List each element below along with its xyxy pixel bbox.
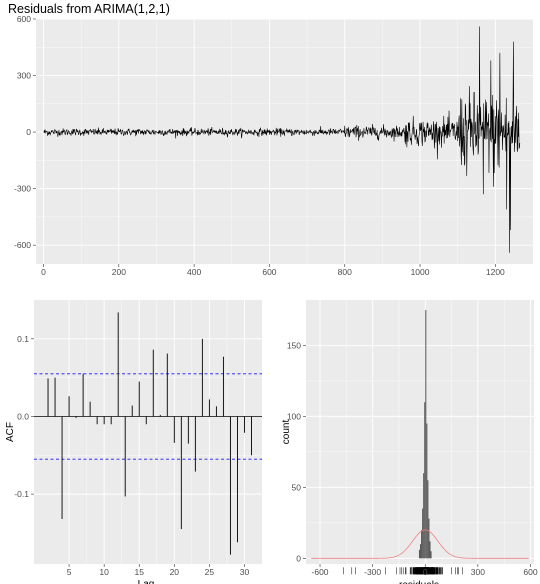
r-y-tick-label: 600 xyxy=(17,14,31,24)
histogram-y-ticks: 0 50 100 150 xyxy=(287,340,306,563)
acf-chart: 5 10 15 20 25 30 -0.1 0.0 0.1 Lag ACF xyxy=(5,300,262,584)
residuals-grid xyxy=(36,18,533,264)
acf-x-ticks: 5 10 15 20 25 30 xyxy=(67,564,250,577)
h-x-tick-label: 0 xyxy=(423,567,428,577)
a-x-tick-label: 20 xyxy=(170,567,180,577)
acf-y-ticks: -0.1 0.0 0.1 xyxy=(14,334,34,499)
residuals-title: Residuals from ARIMA(1,2,1) xyxy=(8,2,170,16)
h-x-tick-label: 300 xyxy=(471,567,485,577)
h-x-tick-label: -600 xyxy=(312,567,329,577)
histogram-x-label: residuals xyxy=(399,580,439,584)
histogram-bar xyxy=(423,473,425,559)
acf-bars xyxy=(47,312,252,555)
residuals-y-ticks: -600 -300 0 300 600 xyxy=(14,14,36,250)
histogram-chart: -600 -300 0 300 600 0 50 100 150 residuals coun… xyxy=(281,300,538,584)
residuals-series-line xyxy=(43,26,521,253)
r-y-tick-label: -300 xyxy=(14,184,31,194)
histogram-bar xyxy=(424,402,426,559)
histogram-bar xyxy=(430,551,432,559)
histogram-x-ticks: -600 -300 0 300 600 xyxy=(312,564,538,577)
a-x-tick-label: 30 xyxy=(240,567,250,577)
a-y-tick-label: 0.1 xyxy=(17,334,29,344)
histogram-panel xyxy=(306,300,534,564)
histogram-bar xyxy=(429,541,431,559)
histogram-bar xyxy=(422,508,424,559)
a-x-tick-label: 10 xyxy=(99,567,109,577)
r-y-tick-label: -600 xyxy=(14,240,31,250)
histogram-bars xyxy=(418,309,432,559)
histogram-bar xyxy=(420,544,422,559)
r-x-tick-label: 800 xyxy=(338,267,352,277)
r-x-tick-label: 1200 xyxy=(486,267,505,277)
histogram-bar xyxy=(421,529,423,559)
a-y-tick-label: 0.0 xyxy=(17,411,29,421)
r-x-tick-label: 600 xyxy=(262,267,276,277)
acf-x-label: Lag xyxy=(138,579,155,584)
r-y-tick-label: 0 xyxy=(26,127,31,137)
histogram-bar xyxy=(428,518,430,559)
histogram-density-curve xyxy=(311,529,529,559)
r-x-tick-label: 200 xyxy=(112,267,126,277)
h-x-tick-label: -300 xyxy=(364,567,381,577)
h-y-tick-label: 0 xyxy=(296,553,301,563)
residuals-x-ticks: 0 200 400 600 800 1000 1200 xyxy=(41,264,505,277)
histogram-bar xyxy=(427,480,429,559)
residuals-panel xyxy=(36,19,533,264)
r-x-tick-label: 400 xyxy=(187,267,201,277)
a-x-tick-label: 5 xyxy=(67,567,72,577)
acf-panel xyxy=(34,300,262,564)
acf-y-label: ACF xyxy=(5,422,16,442)
a-y-tick-label: -0.1 xyxy=(14,489,29,499)
histogram-rug xyxy=(343,567,463,575)
a-x-tick-label: 25 xyxy=(205,567,215,577)
h-y-tick-label: 50 xyxy=(292,482,302,492)
histogram-y-label: count xyxy=(281,420,292,445)
h-y-tick-label: 150 xyxy=(287,340,301,350)
histogram-bar xyxy=(426,423,428,559)
r-x-tick-label: 0 xyxy=(41,267,46,277)
h-y-tick-label: 100 xyxy=(287,411,301,421)
r-y-tick-label: 300 xyxy=(17,71,31,81)
r-x-tick-label: 1000 xyxy=(411,267,430,277)
residuals-chart: Residuals from ARIMA(1,2,1) 0 200 400 600 80… xyxy=(8,2,533,277)
h-x-tick-label: 600 xyxy=(523,567,537,577)
histogram-bar xyxy=(418,549,420,559)
histogram-bar xyxy=(425,309,427,559)
a-x-tick-label: 15 xyxy=(134,567,144,577)
